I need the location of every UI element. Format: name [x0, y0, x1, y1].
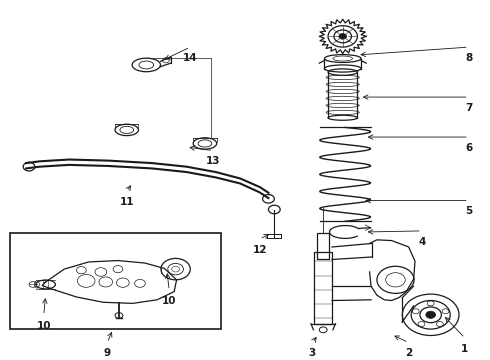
- Text: 8: 8: [465, 53, 472, 63]
- Text: 3: 3: [309, 348, 316, 358]
- Bar: [10, 233, 220, 329]
- Text: 10: 10: [162, 296, 176, 306]
- Text: 1: 1: [461, 344, 468, 354]
- Bar: [318, 233, 329, 260]
- Text: 13: 13: [206, 156, 220, 166]
- Text: 12: 12: [252, 245, 267, 255]
- Circle shape: [339, 33, 346, 39]
- Text: 4: 4: [418, 237, 425, 247]
- Bar: [315, 252, 332, 324]
- Circle shape: [426, 311, 436, 318]
- Text: 7: 7: [465, 103, 472, 113]
- Text: 5: 5: [465, 206, 472, 216]
- Text: 11: 11: [120, 197, 134, 207]
- Text: 10: 10: [36, 321, 51, 331]
- Text: 6: 6: [465, 143, 472, 153]
- Text: 9: 9: [104, 348, 111, 358]
- Text: 14: 14: [183, 53, 197, 63]
- Text: 2: 2: [405, 348, 412, 358]
